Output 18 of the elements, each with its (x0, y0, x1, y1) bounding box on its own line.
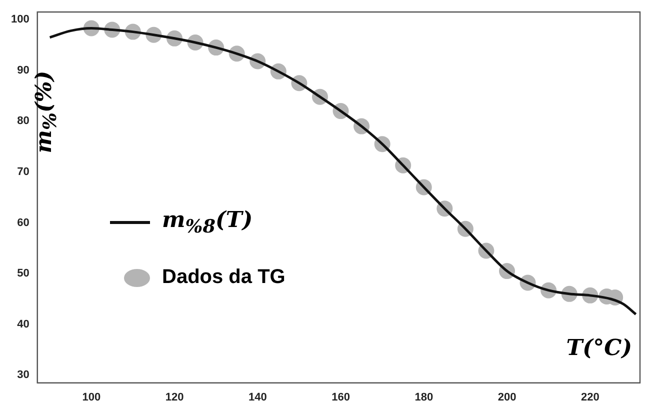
legend-label: Dados da TG (162, 266, 286, 289)
y-tick-label: 100 (10, 14, 30, 26)
y-tick-label: 60 (17, 216, 30, 229)
x-axis-title: T(°C) (566, 335, 632, 361)
y-tick-label: 70 (17, 166, 30, 178)
y-tick-label: 80 (17, 115, 30, 128)
y-tick-label: 90 (17, 64, 30, 76)
y-tick-label: 30 (17, 369, 30, 382)
x-tick-label: 100 (82, 391, 101, 404)
y-tick-label: 50 (17, 268, 30, 280)
x-tick-label: 160 (332, 391, 350, 404)
y-tick-label: 40 (17, 318, 30, 330)
x-tick-label: 200 (498, 391, 516, 404)
x-tick-label: 140 (248, 391, 267, 404)
legend-label: m$_{%8}$(T) (162, 207, 253, 238)
x-tick-label: 120 (165, 391, 184, 404)
x-tick-label: 220 (580, 391, 600, 404)
x-tick-label: 180 (414, 391, 434, 404)
